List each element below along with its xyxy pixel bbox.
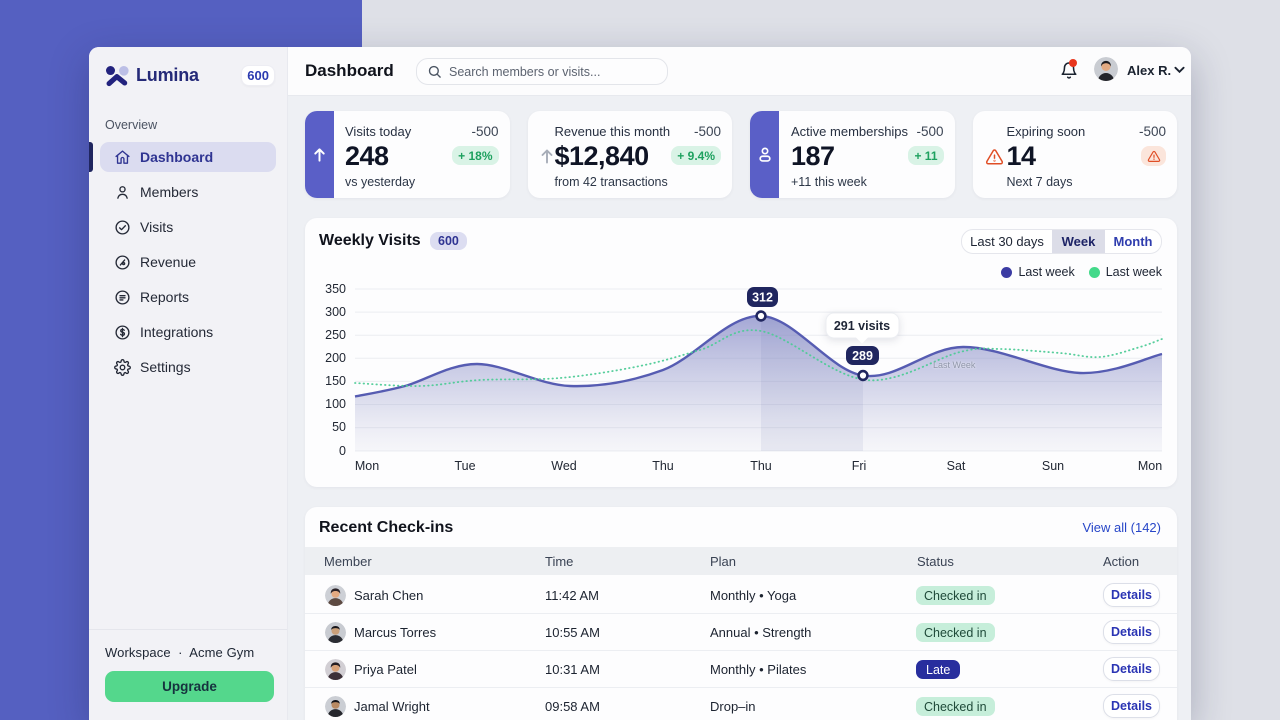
svg-text:Thu: Thu: [750, 459, 772, 473]
svg-text:291 visits: 291 visits: [834, 319, 890, 333]
svg-text:Tue: Tue: [454, 459, 475, 473]
svg-text:Fri: Fri: [852, 459, 867, 473]
svg-text:Wed: Wed: [551, 459, 577, 473]
svg-text:200: 200: [325, 351, 346, 365]
svg-text:50: 50: [332, 420, 346, 434]
svg-text:Thu: Thu: [652, 459, 674, 473]
svg-text:300: 300: [325, 305, 346, 319]
svg-text:Sun: Sun: [1042, 459, 1064, 473]
svg-text:100: 100: [325, 397, 346, 411]
svg-text:350: 350: [325, 282, 346, 296]
svg-text:Mon: Mon: [355, 459, 379, 473]
svg-text:289: 289: [852, 349, 873, 363]
svg-text:312: 312: [752, 291, 773, 305]
svg-text:Last Week: Last Week: [933, 360, 976, 370]
svg-text:150: 150: [325, 374, 346, 388]
svg-text:0: 0: [339, 444, 346, 458]
svg-text:Mon: Mon: [1138, 459, 1162, 473]
svg-text:250: 250: [325, 328, 346, 342]
svg-text:Sat: Sat: [947, 459, 966, 473]
